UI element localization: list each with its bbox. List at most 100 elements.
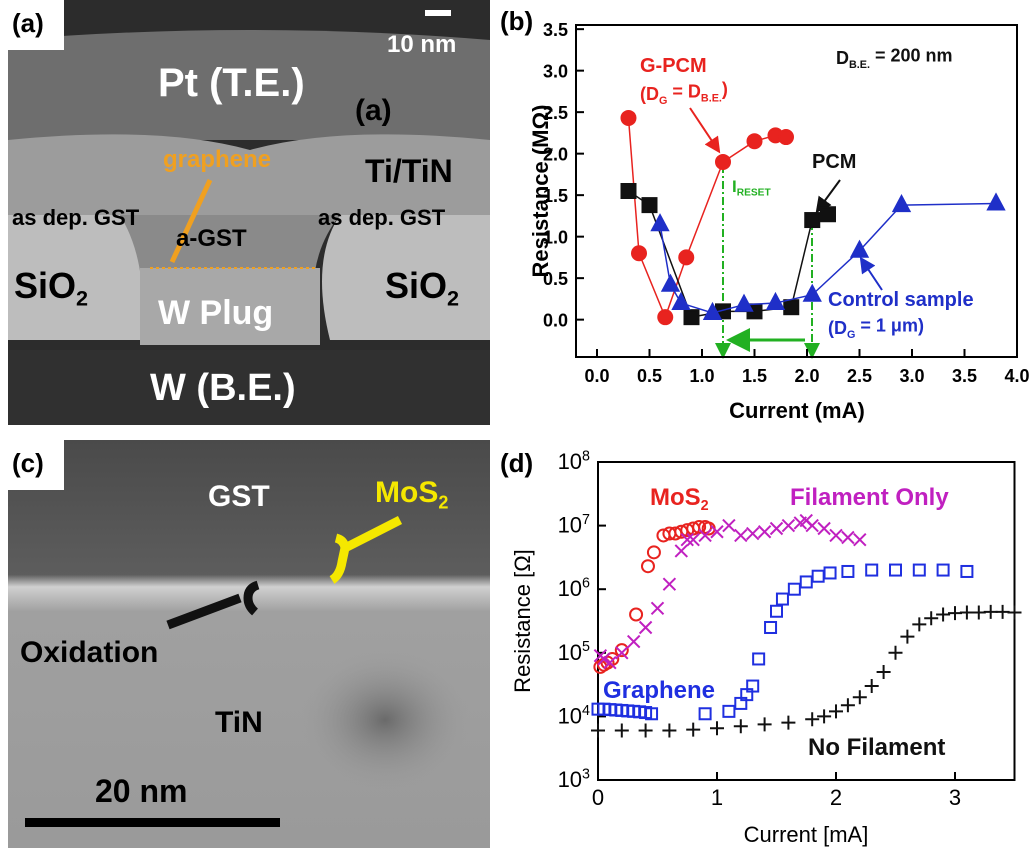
data-point (936, 608, 950, 622)
data-point (900, 630, 914, 644)
image-label: a-GST (176, 225, 247, 252)
annotation: MoS2 (650, 484, 709, 514)
data-point (777, 594, 788, 605)
text-part: a-GST (176, 225, 247, 252)
data-point (961, 566, 972, 577)
text-part: 2 (76, 286, 88, 311)
image-label: as dep. GST (12, 205, 140, 230)
figure: (a)10 nmPt (T.E.)(a)grapheneTi/TiNas dep… (0, 0, 1029, 848)
data-point (789, 584, 800, 595)
tick-base: 10 (558, 703, 582, 728)
x-tick-label: 3.5 (952, 366, 977, 386)
data-point (771, 606, 782, 617)
x-tick-label: 0 (592, 785, 604, 810)
data-point (779, 130, 793, 144)
image-label: MoS2 (375, 476, 448, 512)
x-tick-label: 4.0 (1004, 366, 1029, 386)
data-point (700, 708, 711, 719)
text-part: (D (640, 84, 659, 104)
data-point (988, 194, 1004, 209)
series-line (629, 118, 787, 317)
data-point (842, 566, 853, 577)
tick-exponent: 5 (582, 639, 590, 655)
x-tick-label: 1.0 (689, 366, 714, 386)
y-tick-label: 3.5 (543, 20, 568, 40)
text-part: G (847, 329, 855, 341)
tick-exponent: 8 (582, 448, 590, 464)
text-part: as dep. GST (12, 205, 140, 230)
data-point (662, 724, 676, 738)
tick-exponent: 4 (582, 703, 590, 719)
data-point (723, 706, 734, 717)
image-label: graphene (163, 146, 271, 173)
y-tick-label: 0.0 (543, 311, 568, 331)
text-part: (a) (355, 94, 392, 127)
data-point (723, 520, 735, 532)
data-point (830, 529, 842, 541)
text-part: MoS (650, 484, 701, 511)
text-part: Filament Only (790, 484, 949, 511)
text-part: MoS (375, 476, 438, 509)
data-point (652, 602, 664, 614)
data-point (781, 716, 795, 730)
x-tick-label: 3.0 (899, 366, 924, 386)
data-point (658, 310, 672, 324)
data-point (825, 567, 836, 578)
image-label: TiN (215, 706, 263, 739)
data-point (805, 712, 819, 726)
data-point (758, 717, 772, 731)
data-point (890, 565, 901, 576)
tick-exponent: 6 (582, 576, 590, 592)
data-point (640, 621, 652, 633)
y-axis-label: Resistance (MΩ) (528, 105, 553, 278)
data-point (914, 565, 925, 576)
text-part: 2 (447, 286, 459, 311)
data-point (591, 724, 605, 738)
data-point (716, 155, 730, 169)
tick-base: 10 (558, 513, 582, 538)
image-label: Pt (T.E.) (158, 61, 305, 105)
image-label: 10 nm (387, 31, 456, 58)
data-point (679, 250, 693, 264)
data-point (821, 207, 835, 221)
data-point (643, 198, 657, 212)
data-point (853, 690, 867, 704)
text-part: (D (828, 318, 847, 338)
image-label: W (B.E.) (150, 367, 296, 409)
image-label: (a) (12, 8, 44, 38)
data-point (639, 724, 653, 738)
data-point (912, 617, 926, 631)
data-point (924, 611, 938, 625)
y-tick-label: 106 (558, 576, 590, 602)
y-tick-label: 108 (558, 448, 590, 474)
data-point (673, 294, 689, 309)
annotation: IRESET (732, 177, 771, 199)
data-point (894, 196, 910, 211)
tick-base: 3.0 (543, 62, 568, 82)
text-part: (a) (12, 8, 44, 38)
data-point (805, 213, 819, 227)
tick-exponent: 3 (582, 766, 590, 782)
x-tick-label: 1 (711, 785, 723, 810)
data-point (615, 724, 629, 738)
data-point (710, 721, 724, 735)
data-point (841, 698, 855, 712)
tick-exponent: 7 (582, 512, 590, 528)
text-part: = 1 μm) (855, 315, 924, 335)
data-point (747, 528, 759, 540)
y-axis-label: Resistance [Ω] (510, 549, 535, 693)
text-part: B.E. (849, 59, 870, 71)
tick-base: 10 (558, 449, 582, 474)
data-point (616, 644, 628, 656)
data-point (734, 719, 748, 733)
data-point (632, 246, 646, 260)
image-label: (a) (355, 94, 392, 127)
data-point (813, 571, 824, 582)
text-part: W (B.E.) (150, 367, 296, 409)
annotation: G-PCM (640, 55, 707, 77)
text-part: TiN (215, 706, 263, 739)
y-tick-label: 105 (558, 639, 590, 665)
data-point (877, 665, 891, 679)
data-point (685, 310, 699, 324)
tick-base: 3.5 (543, 20, 568, 40)
